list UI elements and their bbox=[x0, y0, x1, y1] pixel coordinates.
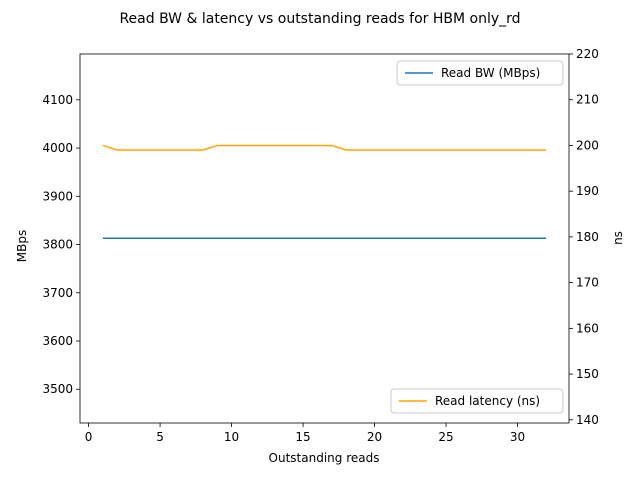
series-line-read-latency bbox=[102, 144, 547, 151]
legend-label: Read latency (ns) bbox=[435, 394, 540, 408]
legend-label: Read BW (MBps) bbox=[441, 66, 540, 80]
x-tick-label: 0 bbox=[85, 430, 93, 444]
x-tick-label: 25 bbox=[438, 430, 453, 444]
plot-frame bbox=[79, 53, 570, 424]
legend-latency: Read latency (ns) bbox=[390, 388, 564, 414]
x-tick-label: 20 bbox=[367, 430, 382, 444]
plot-area bbox=[79, 53, 570, 424]
right-y-axis-label: ns bbox=[611, 231, 625, 245]
right-y-tick-label: 140 bbox=[576, 413, 599, 427]
x-tick-label: 5 bbox=[156, 430, 164, 444]
x-tick-label: 10 bbox=[224, 430, 239, 444]
left-y-tick-label: 4000 bbox=[42, 141, 73, 155]
left-y-tick-label: 3800 bbox=[42, 238, 73, 252]
chart-title: Read BW & latency vs outstanding reads f… bbox=[119, 11, 520, 27]
right-y-tick-label: 220 bbox=[576, 47, 599, 61]
right-y-tick-label: 210 bbox=[576, 93, 599, 107]
left-y-tick-label: 3700 bbox=[42, 286, 73, 300]
left-y-axis-label: MBps bbox=[15, 230, 29, 262]
left-y-tick-label: 4100 bbox=[42, 93, 73, 107]
x-tick-label: 30 bbox=[510, 430, 525, 444]
right-y-axis: 140 150 160 170 180 190 200 210 220 bbox=[569, 47, 599, 427]
x-axis-label: Outstanding reads bbox=[269, 451, 380, 465]
legend-bw: Read BW (MBps) bbox=[396, 60, 564, 86]
left-y-axis: 3500 3600 3700 3800 3900 4000 4100 bbox=[42, 93, 80, 396]
left-y-tick-label: 3600 bbox=[42, 334, 73, 348]
right-y-tick-label: 170 bbox=[576, 276, 599, 290]
right-y-tick-label: 160 bbox=[576, 321, 599, 335]
left-y-tick-label: 3900 bbox=[42, 189, 73, 203]
legend-box bbox=[390, 388, 564, 414]
x-axis: 0 5 10 15 20 25 30 bbox=[85, 423, 525, 444]
right-y-tick-label: 180 bbox=[576, 230, 599, 244]
right-y-tick-label: 200 bbox=[576, 138, 599, 152]
right-y-tick-label: 150 bbox=[576, 367, 599, 381]
legend-box bbox=[396, 60, 564, 86]
left-y-tick-label: 3500 bbox=[42, 382, 73, 396]
right-y-tick-label: 190 bbox=[576, 184, 599, 198]
x-tick-label: 15 bbox=[295, 430, 310, 444]
